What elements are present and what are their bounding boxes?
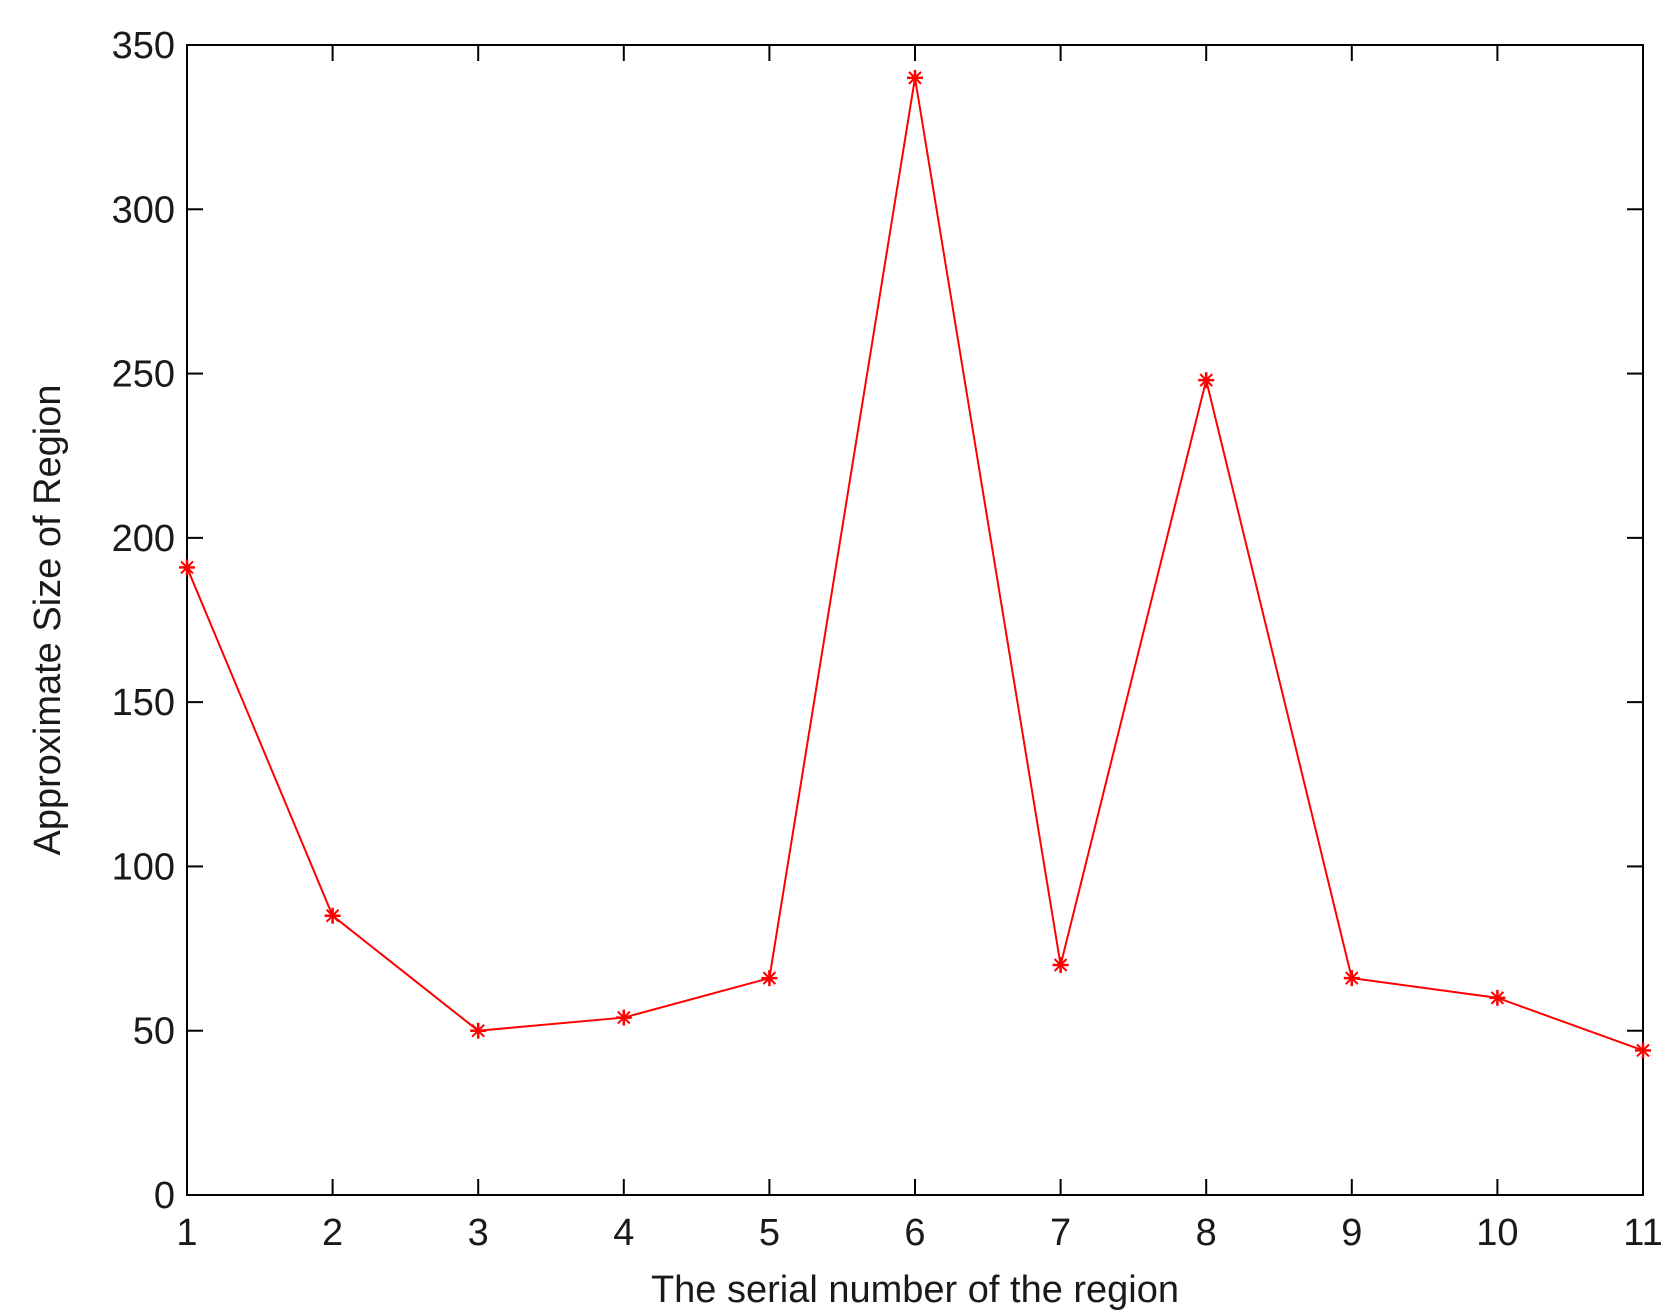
x-tick-label: 2 — [322, 1212, 343, 1254]
y-axis-label: Approximate Size of Region — [27, 384, 69, 855]
data-point — [1198, 372, 1215, 389]
x-axis: 1 2 3 4 5 6 7 8 9 10 11 — [176, 45, 1663, 1254]
x-tick-label: 4 — [613, 1212, 634, 1254]
x-tick-label: 11 — [1623, 1212, 1662, 1254]
data-point — [1343, 970, 1360, 987]
x-tick-label: 9 — [1341, 1212, 1362, 1254]
data-point — [1635, 1042, 1651, 1059]
y-tick-label: 50 — [133, 1011, 175, 1053]
x-tick-label: 7 — [1050, 1212, 1071, 1254]
y-tick-label: 150 — [112, 682, 175, 724]
x-tick-label: 3 — [468, 1212, 489, 1254]
data-point — [1489, 989, 1506, 1006]
y-tick-label: 300 — [112, 189, 175, 231]
y-tick-label: 350 — [112, 25, 175, 67]
x-tick-label: 10 — [1476, 1212, 1518, 1254]
x-tick-label: 6 — [904, 1212, 925, 1254]
y-tick-label: 100 — [112, 846, 175, 888]
data-point — [470, 1022, 487, 1039]
x-tick-label: 1 — [176, 1212, 197, 1254]
plot-area — [186, 44, 1644, 1196]
data-point — [615, 1009, 632, 1026]
data-point — [761, 970, 778, 987]
data-point — [179, 559, 195, 576]
x-tick-label: 5 — [759, 1212, 780, 1254]
y-axis: 0 50 100 150 200 250 300 350 — [112, 25, 1643, 1217]
y-tick-label: 0 — [154, 1175, 175, 1217]
y-tick-label: 250 — [112, 354, 175, 396]
x-tick-label: 8 — [1196, 1212, 1217, 1254]
y-tick-label: 200 — [112, 518, 175, 560]
data-point — [1052, 957, 1069, 973]
x-axis-label: The serial number of the region — [651, 1269, 1179, 1311]
data-point — [907, 69, 923, 86]
data-point — [324, 907, 341, 924]
series-layer — [179, 69, 1651, 1059]
